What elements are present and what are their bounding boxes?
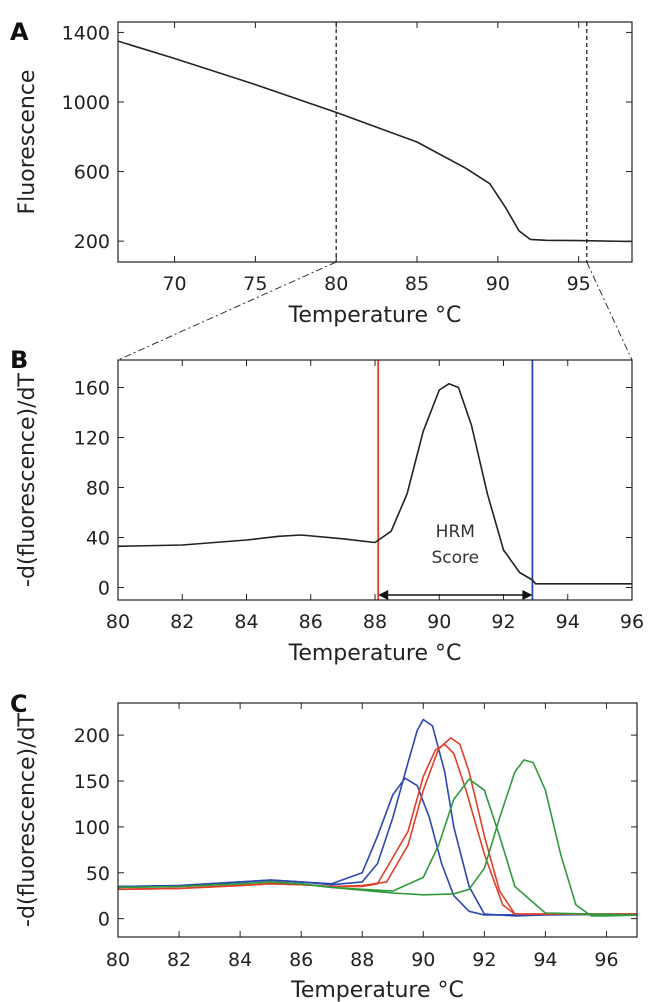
series-line-0 [118,382,632,585]
y-tick-label: 50 [86,863,110,885]
x-tick-label: 85 [405,273,429,295]
hrm-score-label: Score [432,548,480,568]
x-tick-label: 92 [472,949,496,971]
y-tick-label: 40 [86,528,110,550]
x-tick-label: 82 [170,611,194,633]
hrm-arrow-head-left [378,590,389,600]
y-axis-label: -d(fluorescence)/dT [15,712,40,926]
x-tick-label: 86 [289,949,313,971]
y-tick-label: 600 [74,162,110,184]
y-tick-label: 1000 [62,92,110,114]
x-tick-label: 94 [533,949,557,971]
panel-a: A 70 75 80 85 90 95 200 600 1000 1400 Temperature °… [10,18,633,328]
panel-b: B 80 82 84 86 88 90 92 94 96 0 40 80 120 160 Temperatur… [10,346,644,666]
series-group [118,40,632,243]
connector-right [586,261,633,361]
hrm-score-label: HRM [436,522,475,542]
y-tick-label: 0 [98,909,110,931]
y-tick-label: 120 [74,428,110,450]
zoom-connectors [117,261,633,361]
x-tick-label: 80 [106,949,130,971]
x-tick-label: 88 [363,611,387,633]
x-axis-label: Temperature °C [290,978,464,1002]
x-tick-label: 84 [234,611,258,633]
y-tick-label: 80 [86,478,110,500]
x-tick-label: 96 [620,611,644,633]
y-tick-label: 0 [98,578,110,600]
panel-label: C [10,690,28,718]
x-tick-label: 90 [486,273,510,295]
y-tick-label: 200 [74,231,110,253]
x-tick-label: 82 [167,949,191,971]
x-tick-label: 84 [228,949,252,971]
y-tick-label: 100 [74,817,110,839]
plot-frame [117,702,638,938]
x-tick-label: 70 [162,273,186,295]
series-line-0 [118,40,632,243]
x-tick-label: 80 [324,273,348,295]
x-tick-label: 92 [491,611,515,633]
x-tick-label: 88 [350,949,374,971]
plot-frame [117,21,633,263]
series-group [118,718,637,917]
y-axis-label: Fluorescence [15,70,40,215]
series-line-1 [118,777,637,916]
panel-label: B [10,346,28,374]
y-tick-label: 200 [74,725,110,747]
y-tick-label: 160 [74,378,110,400]
y-axis-label: -d(fluorescence)/dT [15,372,40,586]
series-line-3 [118,743,637,915]
x-tick-label: 75 [243,273,267,295]
hrm-arrow-head-right [522,590,533,600]
x-axis-label: Temperature °C [288,303,462,328]
x-axis-label: Temperature °C [288,641,462,666]
x-tick-label: 94 [556,611,580,633]
plot-frame [117,359,633,601]
x-tick-label: 95 [567,273,591,295]
series-group [118,382,632,585]
panel-label: A [10,18,29,46]
panel-c: C 80 82 84 86 88 90 92 94 96 0 50 100 150 200 Temperatu… [10,690,638,1002]
x-tick-label: 90 [427,611,451,633]
x-tick-label: 86 [299,611,323,633]
y-tick-label: 1400 [62,22,110,44]
x-tick-label: 96 [594,949,618,971]
series-line-5 [118,759,637,917]
x-tick-label: 80 [106,611,130,633]
y-tick-label: 150 [74,771,110,793]
connector-left [117,261,337,361]
x-tick-label: 90 [411,949,435,971]
